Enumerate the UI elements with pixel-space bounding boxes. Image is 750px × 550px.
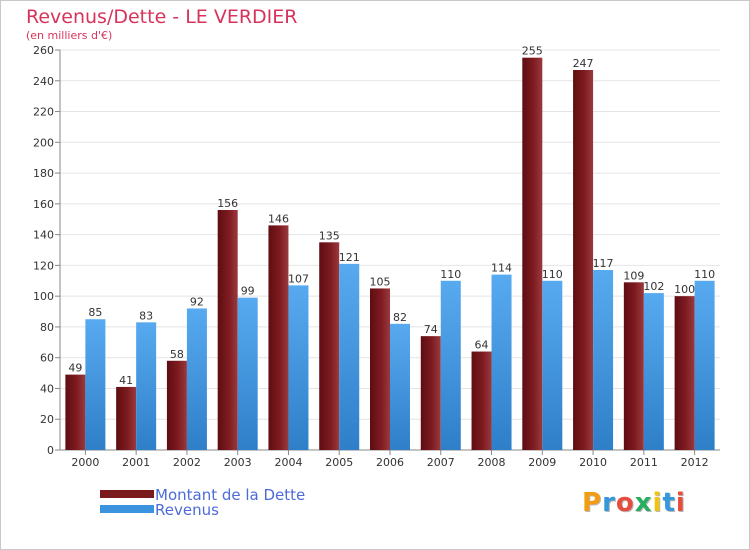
bar-dette xyxy=(319,242,340,450)
y-tick-label: 160 xyxy=(33,198,54,211)
data-label: 92 xyxy=(190,295,204,308)
bar-dette xyxy=(623,282,644,450)
y-tick-label: 100 xyxy=(33,290,54,303)
y-tick-label: 0 xyxy=(47,444,54,457)
bar-dette xyxy=(471,351,492,450)
x-tick-label: 2005 xyxy=(325,456,353,469)
bar-dette xyxy=(217,210,238,450)
proxiti-logo: Proxiti xyxy=(582,488,686,518)
data-label: 58 xyxy=(170,348,184,361)
y-tick-label: 260 xyxy=(33,44,54,57)
y-tick-label: 180 xyxy=(33,167,54,180)
bar-revenus xyxy=(288,285,309,450)
data-label: 247 xyxy=(573,57,594,70)
data-label: 74 xyxy=(424,323,438,336)
data-label: 107 xyxy=(288,272,309,285)
data-label: 49 xyxy=(68,362,82,375)
data-label: 64 xyxy=(475,339,489,352)
y-tick-label: 80 xyxy=(40,321,54,334)
x-tick-label: 2010 xyxy=(579,456,607,469)
x-tick-label: 2011 xyxy=(630,456,658,469)
bar-dette xyxy=(573,70,594,450)
x-tick-label: 2009 xyxy=(528,456,556,469)
data-label: 85 xyxy=(88,306,102,319)
y-tick-label: 140 xyxy=(33,229,54,242)
data-label: 105 xyxy=(370,275,391,288)
x-tick-label: 2008 xyxy=(478,456,506,469)
y-tick-label: 240 xyxy=(33,75,54,88)
x-tick-label: 2003 xyxy=(224,456,252,469)
x-tick-label: 2004 xyxy=(274,456,302,469)
data-label: 156 xyxy=(217,197,238,210)
bar-dette xyxy=(370,288,390,450)
bar-dette xyxy=(65,374,86,450)
bar-revenus xyxy=(643,293,664,450)
bar-revenus xyxy=(593,270,614,450)
bar-dette xyxy=(674,296,695,450)
data-label: 110 xyxy=(542,268,563,281)
data-label: 110 xyxy=(694,268,715,281)
data-label: 99 xyxy=(241,285,255,298)
x-tick-label: 2001 xyxy=(122,456,150,469)
data-label: 41 xyxy=(119,374,133,387)
data-label: 117 xyxy=(593,257,614,270)
legend-label-revenus: Revenus xyxy=(155,501,219,519)
data-label: 255 xyxy=(522,45,543,58)
y-tick-label: 20 xyxy=(40,413,54,426)
bar-dette xyxy=(166,360,187,450)
data-label: 135 xyxy=(319,229,340,242)
bar-revenus xyxy=(136,322,157,450)
legend-swatch-dette xyxy=(100,490,154,498)
y-tick-label: 40 xyxy=(40,382,54,395)
y-tick-label: 200 xyxy=(33,136,54,149)
bar-revenus xyxy=(694,280,715,450)
bar-revenus xyxy=(339,263,360,450)
x-tick-label: 2006 xyxy=(376,456,404,469)
bar-revenus xyxy=(237,297,258,450)
data-label: 114 xyxy=(491,262,512,275)
data-label: 102 xyxy=(643,280,664,293)
bar-revenus xyxy=(542,280,563,450)
bar-dette xyxy=(268,225,289,450)
data-label: 110 xyxy=(440,268,461,281)
bar-revenus xyxy=(440,280,461,450)
x-tick-label: 2000 xyxy=(71,456,99,469)
chart-title: Revenus/Dette - LE VERDIER xyxy=(26,6,298,28)
data-label: 100 xyxy=(674,283,695,296)
bar-revenus xyxy=(186,308,207,450)
data-label: 121 xyxy=(339,251,360,264)
y-tick-label: 120 xyxy=(33,259,54,272)
x-tick-label: 2007 xyxy=(427,456,455,469)
data-label: 83 xyxy=(139,309,153,322)
x-tick-label: 2002 xyxy=(173,456,201,469)
y-tick-label: 220 xyxy=(33,106,54,119)
data-label: 109 xyxy=(623,269,644,282)
y-tick-label: 60 xyxy=(40,352,54,365)
bar-revenus xyxy=(390,323,410,450)
bar-dette xyxy=(420,336,441,450)
bar-dette xyxy=(116,386,137,450)
data-label: 82 xyxy=(393,311,407,324)
x-tick-label: 2012 xyxy=(681,456,709,469)
chart-subtitle: (en milliers d'€) xyxy=(26,29,113,42)
bar-revenus xyxy=(85,319,106,450)
bar-dette xyxy=(522,57,543,450)
legend-label-dette: Montant de la Dette xyxy=(155,486,306,504)
legend-swatch-revenus xyxy=(100,505,154,513)
data-label: 146 xyxy=(268,212,289,225)
bar-revenus xyxy=(491,274,512,450)
